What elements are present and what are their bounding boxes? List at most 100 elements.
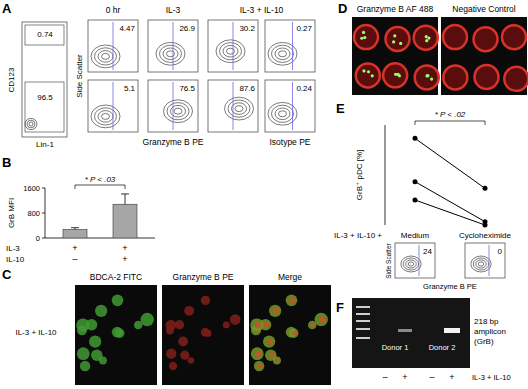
gate-line	[113, 22, 114, 70]
contour	[275, 108, 290, 120]
contour	[225, 97, 254, 120]
cell	[269, 305, 281, 317]
plot-frame	[148, 20, 198, 72]
error-bar	[121, 194, 129, 204]
label: +	[402, 372, 407, 382]
granule	[425, 39, 428, 42]
granule	[396, 73, 399, 76]
bar	[63, 230, 87, 238]
cell	[95, 305, 107, 317]
micrograph	[162, 285, 244, 385]
label: 87.6	[239, 84, 255, 93]
cell	[80, 361, 90, 371]
cell	[356, 63, 380, 87]
label: 0.74	[37, 30, 53, 39]
flow-plot: 5.1	[88, 80, 138, 132]
label: (GrB)	[474, 337, 494, 346]
label: Granzyme B PE	[143, 137, 204, 147]
gate-line	[233, 82, 234, 130]
contour	[160, 45, 182, 62]
flow-plot: 4.47	[88, 20, 138, 72]
contour	[272, 105, 294, 122]
granule	[362, 31, 365, 34]
cell	[504, 67, 528, 91]
cell	[77, 347, 90, 360]
cell	[289, 328, 298, 337]
cell-signal	[257, 363, 262, 368]
contour	[471, 256, 491, 272]
micrograph	[249, 285, 331, 385]
label: +	[72, 243, 77, 253]
contour	[102, 53, 110, 59]
label: 218 bp	[474, 317, 499, 326]
y-axis	[385, 125, 386, 225]
label: IL-3 + IL-10	[240, 5, 284, 15]
label: Donor 1	[382, 343, 409, 352]
flow-plot: 0.27	[265, 20, 315, 72]
error-line	[125, 194, 126, 204]
cell	[250, 318, 263, 331]
point	[413, 179, 418, 184]
contour	[163, 48, 178, 60]
label: IL-3 + IL-10	[15, 328, 57, 337]
cell	[415, 65, 439, 89]
cell	[99, 356, 107, 364]
label: Donor 2	[429, 343, 456, 352]
bar	[113, 204, 137, 238]
tick-label: Medium	[401, 231, 430, 240]
gate-line	[113, 82, 114, 130]
gate-line	[292, 22, 293, 70]
cell-signal	[311, 323, 315, 327]
plot-frame	[465, 243, 505, 278]
label: 4.47	[119, 24, 135, 33]
cell-signal	[175, 320, 184, 329]
granule	[425, 74, 428, 77]
contour	[164, 100, 193, 123]
tick-label: Cycloheximide	[459, 231, 512, 240]
cell	[112, 295, 124, 307]
panel-label: B	[2, 155, 11, 170]
label: 0.24	[296, 84, 312, 93]
cell-signal	[269, 352, 275, 358]
cell	[141, 313, 154, 326]
granule	[363, 36, 366, 39]
micrograph	[75, 285, 157, 385]
label: IL-3	[166, 5, 181, 15]
cell-signal	[166, 320, 177, 331]
granule	[360, 37, 363, 40]
contour	[156, 42, 185, 65]
y-tick	[42, 213, 45, 214]
micrograph	[441, 17, 528, 95]
cell-signal	[290, 297, 296, 303]
point	[483, 186, 488, 191]
error-cap	[71, 227, 79, 228]
granule	[393, 34, 396, 37]
label: Isotype PE	[269, 137, 310, 147]
granule	[367, 70, 370, 73]
gate-line	[173, 82, 174, 130]
gate-box	[25, 25, 64, 45]
y-tick	[42, 238, 45, 239]
plot-frame	[395, 243, 435, 278]
contour	[473, 258, 488, 270]
label: +	[122, 243, 127, 253]
plot-frame	[88, 20, 138, 72]
plot-frame	[208, 80, 258, 132]
tick-label: 0	[36, 234, 40, 243]
cell	[474, 65, 498, 89]
contour	[91, 45, 120, 68]
label: 0.27	[296, 24, 312, 33]
image-bg	[249, 285, 331, 385]
label: Granzyme B PE	[423, 282, 477, 291]
label: GrB⁺ pDC [%]	[355, 150, 364, 200]
flow-plot: 30.2	[208, 20, 258, 72]
contour	[29, 122, 33, 126]
label: +	[449, 372, 454, 382]
cell	[89, 335, 101, 347]
gate-line	[233, 22, 234, 70]
cell	[443, 65, 467, 89]
flow-plot: 26.9	[148, 20, 198, 72]
gate-line	[173, 22, 174, 70]
cell	[286, 295, 298, 307]
contour	[223, 45, 238, 57]
